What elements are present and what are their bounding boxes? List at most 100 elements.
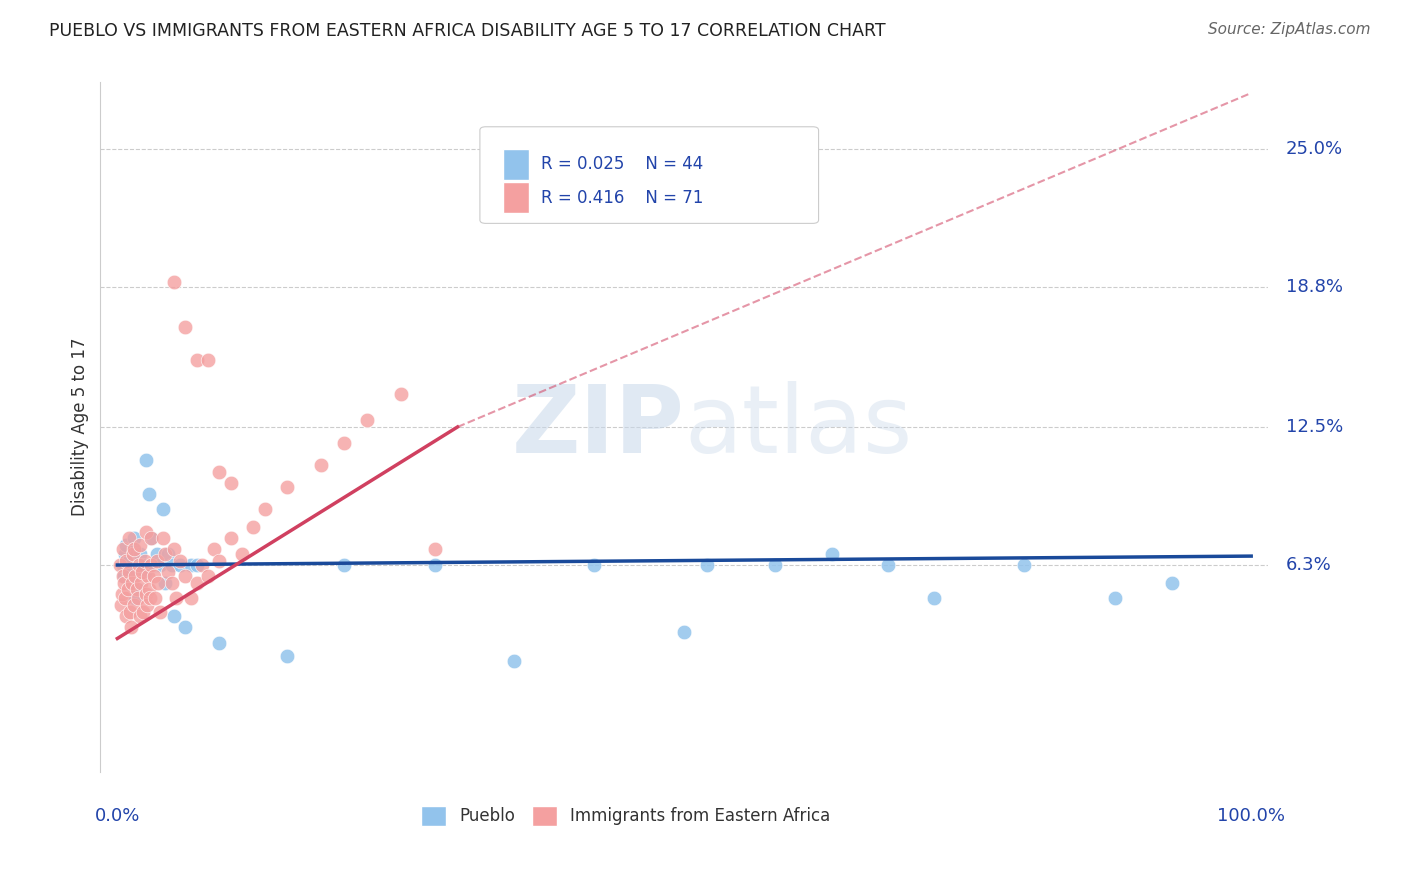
Point (132, 605, 155, 619)
Point (174, 569, 197, 583)
Point (122, 542, 145, 557)
Point (208, 465, 231, 479)
Point (160, 558, 183, 572)
Point (112, 542, 135, 557)
Point (174, 319, 197, 334)
Point (120, 575, 142, 590)
Point (127, 591, 149, 606)
Point (276, 480, 298, 494)
Point (180, 591, 202, 606)
Point (219, 531, 242, 545)
Point (163, 275, 186, 289)
Text: 6.3%: 6.3% (1285, 556, 1331, 574)
Point (135, 587, 157, 601)
Point (124, 569, 146, 583)
Point (112, 558, 135, 572)
Point (186, 353, 208, 368)
Point (169, 558, 191, 572)
Point (129, 609, 152, 624)
Point (165, 591, 187, 606)
Point (877, 558, 900, 572)
Point (333, 435, 356, 450)
Point (146, 553, 169, 567)
Point (333, 558, 356, 572)
Point (153, 575, 176, 590)
Point (696, 558, 718, 572)
Point (148, 575, 170, 590)
Point (160, 575, 183, 590)
Point (118, 553, 141, 567)
Point (152, 531, 174, 545)
Point (141, 558, 163, 572)
Point (169, 553, 191, 567)
Point (124, 542, 146, 557)
Point (152, 502, 174, 516)
Point (124, 531, 146, 545)
Text: R = 0.025    N = 44: R = 0.025 N = 44 (541, 155, 703, 173)
Point (118, 605, 141, 619)
Point (125, 582, 148, 597)
Point (231, 547, 253, 561)
Point (136, 569, 159, 583)
Point (135, 453, 157, 467)
Point (1014, 558, 1036, 572)
Point (186, 575, 208, 590)
Point (141, 531, 163, 545)
Point (253, 502, 276, 516)
Point (821, 547, 844, 561)
Point (120, 620, 142, 634)
Text: ZIP: ZIP (512, 381, 685, 473)
Point (197, 353, 219, 368)
Point (114, 547, 136, 561)
Point (673, 624, 696, 639)
Point (118, 531, 141, 545)
Point (582, 558, 605, 572)
Point (143, 591, 166, 606)
Point (135, 524, 157, 539)
Text: 18.8%: 18.8% (1285, 277, 1343, 296)
Point (110, 598, 132, 612)
Y-axis label: Disability Age 5 to 17: Disability Age 5 to 17 (72, 338, 89, 516)
Point (138, 487, 160, 501)
Point (423, 558, 446, 572)
Point (208, 553, 231, 567)
Point (114, 591, 136, 606)
Point (129, 575, 152, 590)
Point (197, 569, 219, 583)
Text: atlas: atlas (685, 381, 912, 473)
Text: Source: ZipAtlas.com: Source: ZipAtlas.com (1208, 22, 1371, 37)
Point (131, 565, 153, 579)
FancyBboxPatch shape (479, 127, 818, 223)
Point (186, 558, 208, 572)
Point (129, 547, 152, 561)
Legend: Pueblo, Immigrants from Eastern Africa: Pueblo, Immigrants from Eastern Africa (415, 799, 838, 833)
Point (117, 582, 139, 597)
Point (174, 620, 197, 634)
Point (139, 591, 162, 606)
Point (124, 591, 146, 606)
Point (115, 553, 138, 567)
Point (146, 547, 169, 561)
Point (124, 598, 146, 612)
Point (1104, 591, 1126, 606)
Point (356, 413, 378, 427)
Point (423, 542, 446, 557)
Point (163, 609, 186, 624)
Point (219, 475, 242, 490)
Point (208, 636, 231, 650)
Point (112, 569, 135, 583)
Text: 100.0%: 100.0% (1218, 806, 1285, 824)
Point (311, 458, 333, 472)
Point (153, 547, 176, 561)
FancyBboxPatch shape (503, 149, 529, 180)
Point (135, 598, 157, 612)
Point (117, 565, 139, 579)
Point (503, 654, 526, 668)
Point (149, 558, 172, 572)
Point (129, 538, 152, 552)
Point (141, 531, 163, 545)
Point (142, 558, 165, 572)
Point (121, 575, 143, 590)
Point (191, 558, 214, 572)
Point (157, 547, 180, 561)
